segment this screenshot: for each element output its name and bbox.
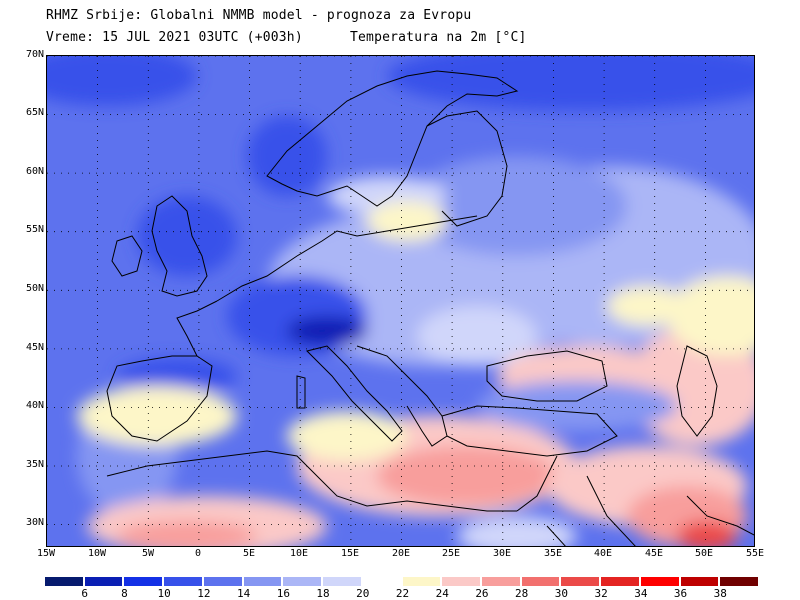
- legend-swatch: [124, 577, 163, 586]
- lat-label-55n: 55N: [25, 224, 44, 235]
- legend-label: 12: [197, 587, 211, 600]
- legend-label: 34: [634, 587, 648, 600]
- legend-swatch: [481, 577, 520, 586]
- map-canvas: [47, 56, 754, 546]
- lat-label-45n: 45N: [25, 342, 44, 353]
- legend-swatch: [362, 577, 401, 586]
- lon-label-20e: 20E: [391, 548, 411, 559]
- lon-label-35e: 35E: [543, 548, 563, 559]
- legend-swatch: [283, 577, 322, 586]
- legend-swatch: [521, 577, 560, 586]
- lon-label-10w: 10W: [87, 548, 107, 559]
- map-title: RHMZ Srbije: Globalni NMMB model - progn…: [46, 8, 472, 23]
- legend-swatch: [203, 577, 242, 586]
- legend-label: 28: [515, 587, 529, 600]
- legend-label: 10: [157, 587, 171, 600]
- lon-label-0: 0: [194, 548, 202, 559]
- legend-swatch: [561, 577, 600, 586]
- legend-label: 16: [276, 587, 290, 600]
- legend-label: 8: [121, 587, 128, 600]
- legend-label: 32: [594, 587, 608, 600]
- lon-label-45e: 45E: [644, 548, 664, 559]
- lat-label-70n: 70N: [25, 49, 44, 60]
- variable-name: Temperatura na 2m [°C]: [350, 30, 527, 45]
- legend-label: 6: [81, 587, 89, 600]
- lon-label-50e: 50E: [694, 548, 714, 559]
- lon-label-30e: 30E: [492, 548, 512, 559]
- lon-label-15e: 15E: [340, 548, 360, 559]
- lon-label-5e: 5E: [242, 548, 256, 559]
- legend-swatch: [720, 577, 758, 586]
- legend-label: 30: [554, 587, 568, 600]
- legend-swatch: [442, 577, 480, 586]
- legend-label: 38: [713, 587, 727, 600]
- lat-label-50n: 50N: [25, 283, 44, 294]
- legend-label: 14: [236, 587, 251, 600]
- legend-swatch: [164, 577, 202, 586]
- lon-label-55e: 55E: [745, 548, 765, 559]
- color-legend: [45, 577, 760, 589]
- lat-label-40n: 40N: [25, 400, 44, 411]
- lon-label-5w: 5W: [141, 548, 155, 559]
- lat-label-30n: 30N: [25, 517, 44, 528]
- legend-label: 18: [316, 587, 330, 600]
- legend-swatch: [243, 577, 282, 586]
- legend-label: 20: [356, 587, 370, 600]
- lon-label-40e: 40E: [593, 548, 613, 559]
- lat-label-60n: 60N: [25, 166, 44, 177]
- legend-swatch: [601, 577, 639, 586]
- lon-label-25e: 25E: [441, 548, 461, 559]
- lon-label-10e: 10E: [289, 548, 309, 559]
- legend-swatch: [402, 577, 441, 586]
- lat-label-35n: 35N: [25, 459, 44, 470]
- legend-label: 24: [435, 587, 449, 600]
- lon-label-15w: 15W: [36, 548, 56, 559]
- legend-swatch: [640, 577, 679, 586]
- legend-swatch: [323, 577, 361, 586]
- legend-label: 36: [673, 587, 688, 600]
- legend-label: 22: [395, 587, 410, 600]
- coastlines: [106, 70, 754, 546]
- temperature-map: [46, 55, 755, 547]
- forecast-time: Vreme: 15 JUL 2021 03UTC (+003h): [46, 30, 303, 45]
- legend-swatch: [45, 577, 83, 586]
- legend-label: 26: [475, 587, 489, 600]
- lat-label-65n: 65N: [25, 107, 44, 118]
- legend-swatch: [680, 577, 719, 586]
- legend-swatch: [84, 577, 123, 586]
